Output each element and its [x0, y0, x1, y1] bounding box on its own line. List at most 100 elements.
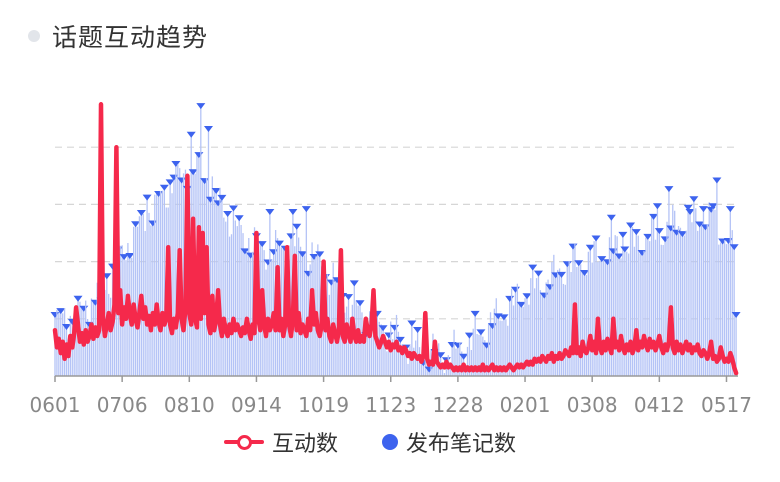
- notes-marker: [591, 235, 601, 242]
- x-tick-label: 1228: [432, 393, 483, 417]
- x-tick-label: 0412: [634, 393, 685, 417]
- notes-marker: [487, 323, 497, 330]
- notes-marker: [677, 231, 687, 238]
- notes-marker: [274, 240, 284, 247]
- notes-marker: [223, 210, 233, 217]
- notes-marker: [56, 308, 66, 315]
- notes-marker: [297, 251, 307, 258]
- notes-marker: [303, 270, 313, 277]
- x-tick-label: 0601: [30, 393, 81, 417]
- notes-marker: [424, 366, 434, 373]
- legend-item-notes[interactable]: 发布笔记数: [378, 426, 516, 458]
- notes-marker: [649, 213, 659, 220]
- notes-marker: [614, 253, 624, 260]
- notes-marker: [436, 352, 446, 359]
- notes-marker: [79, 305, 89, 312]
- x-tick-label: 0810: [164, 393, 215, 417]
- chart-header: 话题互动趋势: [28, 18, 208, 54]
- notes-marker: [695, 221, 705, 228]
- notes-marker: [470, 310, 480, 317]
- x-tick-label: 0517: [701, 393, 752, 417]
- notes-marker: [459, 353, 469, 360]
- notes-marker: [729, 244, 739, 251]
- notes-marker: [585, 244, 595, 251]
- notes-marker: [171, 161, 181, 168]
- notes-marker: [159, 184, 169, 191]
- notes-marker: [188, 169, 198, 176]
- notes-marker: [574, 260, 584, 267]
- notes-marker: [395, 336, 405, 343]
- notes-marker: [203, 126, 213, 133]
- notes-marker: [505, 295, 515, 302]
- notes-marker: [390, 324, 400, 331]
- notes-marker: [453, 342, 463, 349]
- x-tick-label: 1123: [365, 393, 416, 417]
- notes-marker: [165, 179, 175, 186]
- legend-ring-swatch: [237, 435, 252, 450]
- notes-marker: [664, 186, 674, 193]
- legend-label-interaction: 互动数: [272, 432, 339, 457]
- notes-marker: [712, 177, 722, 184]
- notes-marker: [213, 200, 223, 207]
- notes-marker: [482, 342, 492, 349]
- notes-marker: [205, 196, 215, 203]
- notes-marker: [142, 194, 152, 201]
- legend-label-notes: 发布笔记数: [406, 432, 517, 457]
- notes-marker: [309, 254, 319, 261]
- notes-marker: [637, 250, 647, 257]
- notes-marker: [533, 270, 543, 277]
- notes-marker: [186, 131, 196, 138]
- notes-marker: [606, 214, 616, 221]
- notes-marker: [177, 177, 187, 184]
- notes-marker: [698, 206, 708, 213]
- notes-marker: [608, 248, 618, 255]
- notes-marker: [326, 279, 336, 286]
- notes-marker: [119, 254, 129, 261]
- x-tick-label: 0706: [97, 393, 148, 417]
- notes-marker: [407, 320, 417, 327]
- notes-marker: [631, 229, 641, 236]
- notes-marker: [125, 252, 135, 259]
- notes-marker: [626, 222, 636, 229]
- notes-marker: [148, 220, 158, 227]
- notes-marker: [62, 324, 72, 331]
- chart-title: 话题互动趋势: [52, 23, 209, 52]
- notes-marker: [568, 243, 578, 250]
- notes-marker: [643, 233, 653, 240]
- notes-marker: [718, 238, 728, 245]
- notes-marker: [620, 246, 630, 253]
- legend: 互动数 发布笔记数: [224, 426, 556, 458]
- notes-marker: [499, 314, 509, 321]
- notes-marker: [349, 280, 359, 287]
- notes-marker: [652, 203, 662, 210]
- notes-marker: [263, 259, 273, 266]
- notes-marker: [597, 256, 607, 263]
- notes-marker: [603, 259, 613, 266]
- notes-marker: [131, 221, 141, 228]
- notes-marker: [344, 294, 354, 301]
- notes-marker: [556, 271, 566, 278]
- notes-marker: [200, 178, 210, 185]
- notes-marker: [522, 293, 532, 300]
- notes-marker: [196, 103, 206, 110]
- interaction-series: [52, 102, 739, 376]
- notes-marker: [685, 208, 695, 215]
- notes-marker: [683, 204, 693, 211]
- notes-marker: [464, 332, 474, 339]
- notes-marker: [476, 329, 486, 336]
- notes-marker: [194, 152, 204, 159]
- x-tick-label: 0914: [231, 393, 282, 417]
- x-tick-label: 0308: [567, 393, 618, 417]
- notes-marker: [618, 231, 628, 238]
- x-axis: 0601 0706 0810 0914 1019 1123 1228 0201 0308 0412…: [30, 375, 752, 417]
- interaction-line: [52, 102, 739, 376]
- notes-marker: [725, 206, 735, 213]
- notes-marker: [355, 300, 365, 307]
- notes-marker: [706, 206, 716, 213]
- notes-marker: [211, 188, 221, 195]
- title-dot-icon: [28, 30, 40, 42]
- x-tick-label: 0201: [500, 393, 551, 417]
- legend-item-interaction[interactable]: 互动数: [224, 426, 338, 458]
- notes-marker: [286, 233, 296, 240]
- notes-marker: [539, 292, 549, 299]
